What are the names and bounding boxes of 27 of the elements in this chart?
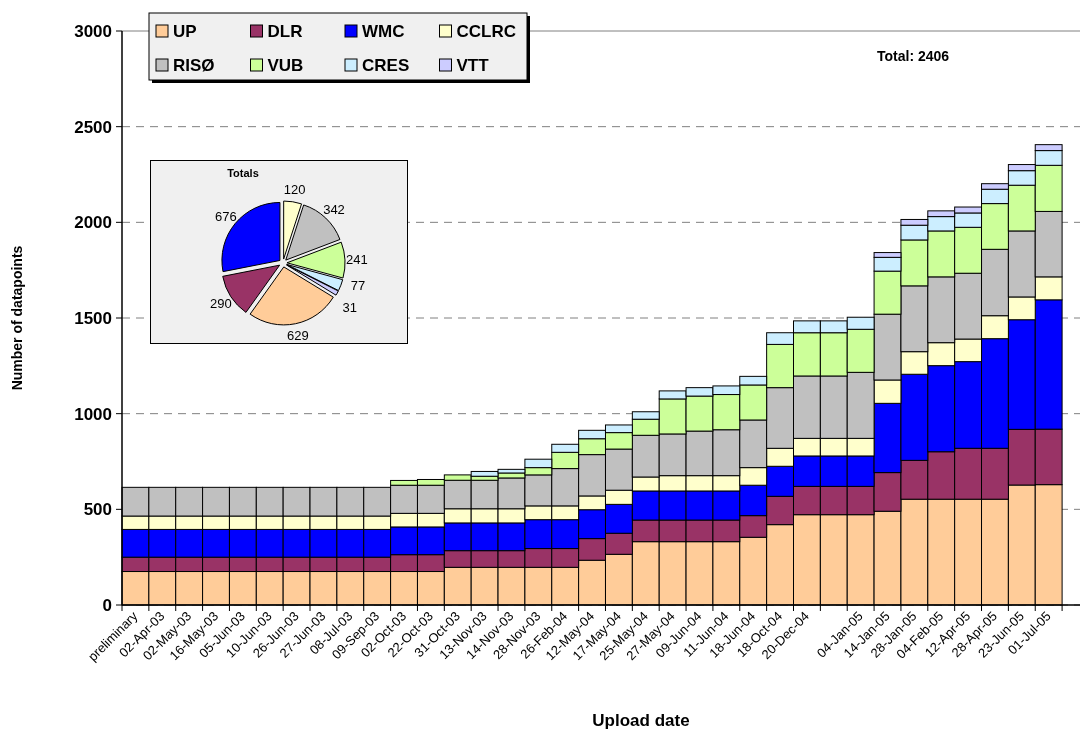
y-tick-label: 2000 xyxy=(74,213,112,233)
legend-label: CCLRC xyxy=(456,22,516,42)
x-axis-title: Upload date xyxy=(592,711,690,730)
legend-label: VTT xyxy=(456,56,490,76)
data-label: 342 xyxy=(323,201,345,217)
data-label: 241 xyxy=(346,251,368,267)
legend-label: RISØ xyxy=(173,56,215,76)
data-label: 120 xyxy=(283,182,306,198)
legend-label: UP xyxy=(173,22,197,42)
y-tick-label: 0 xyxy=(102,595,112,615)
data-label: 629 xyxy=(286,328,309,344)
y-axis-title: Number of datapoints xyxy=(9,245,25,391)
data-label: 31 xyxy=(342,299,357,315)
legend-label: WMC xyxy=(362,22,405,42)
y-tick-label: 1000 xyxy=(74,404,112,424)
y-tick-label: 2500 xyxy=(74,117,112,137)
chart-title: Totals xyxy=(227,167,259,179)
data-label: 77 xyxy=(350,278,366,294)
data-label: 290 xyxy=(209,295,232,311)
legend-label: DLR xyxy=(267,22,303,42)
legend-label: VUB xyxy=(267,56,304,76)
legend-label: CRES xyxy=(362,56,410,76)
y-tick-label: 1500 xyxy=(74,308,112,328)
y-tick-label: 500 xyxy=(83,500,112,520)
y-tick-label: 3000 xyxy=(74,21,112,41)
annotation: Total: 2406 xyxy=(877,48,950,64)
data-label: 676 xyxy=(215,208,237,224)
